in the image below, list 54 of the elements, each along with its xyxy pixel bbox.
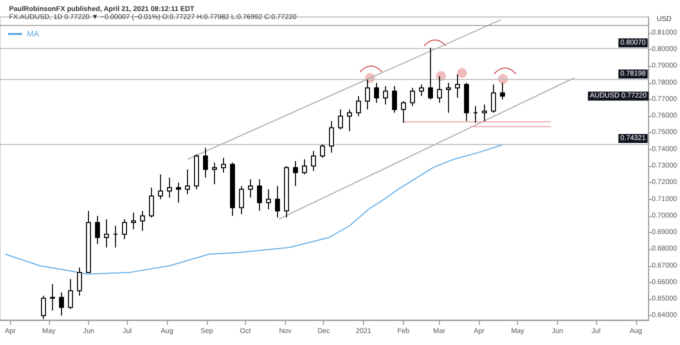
candlestick (464, 82, 469, 122)
candlestick (491, 84, 496, 114)
candlestick (185, 168, 190, 195)
text: MA (27, 30, 40, 38)
candlestick (95, 215, 100, 245)
candlestick (428, 47, 433, 100)
candlestick (41, 295, 46, 320)
candlestick (131, 212, 136, 230)
candlestick (455, 74, 460, 98)
candlestick (284, 166, 289, 218)
candlestick (338, 108, 343, 130)
candlestick (374, 82, 379, 104)
candlestick (293, 160, 298, 186)
candlestick (158, 174, 163, 200)
candlestick (410, 87, 415, 107)
candlestick (392, 86, 397, 114)
candlestick (194, 154, 199, 190)
candlestick (68, 278, 73, 310)
candlestick (329, 120, 334, 154)
candlestick (149, 187, 154, 218)
candlestick (473, 106, 478, 124)
candlestick (446, 82, 451, 114)
candlestick (77, 266, 82, 296)
candlestick (356, 96, 361, 117)
line-series (4, 144, 504, 275)
candlestick (176, 182, 181, 204)
candlestick (104, 218, 109, 248)
candlestick (302, 158, 307, 175)
candlestick (221, 157, 226, 174)
candlestick (320, 144, 325, 158)
candlestick (383, 86, 388, 105)
candlestick (113, 225, 118, 248)
candlestick (239, 185, 244, 215)
candlestick (401, 100, 406, 124)
candlestick (122, 218, 127, 240)
candlestick (248, 178, 253, 198)
candlestick (86, 210, 91, 273)
candlestick (266, 188, 271, 210)
candlestick (140, 210, 145, 232)
candlestick (275, 185, 280, 218)
candlestick (500, 82, 505, 100)
candlestick (230, 162, 235, 216)
candlestick (50, 284, 55, 312)
candlestick (311, 150, 316, 172)
candlestick (437, 76, 442, 104)
candlestick (59, 292, 64, 316)
candlestick (419, 84, 424, 97)
candlestick (257, 178, 262, 212)
candlestick (203, 147, 208, 178)
candlestick (167, 177, 172, 198)
candlestick (347, 108, 352, 132)
candlestick (212, 162, 217, 185)
candlestick (365, 79, 370, 110)
candlestick (482, 104, 487, 122)
